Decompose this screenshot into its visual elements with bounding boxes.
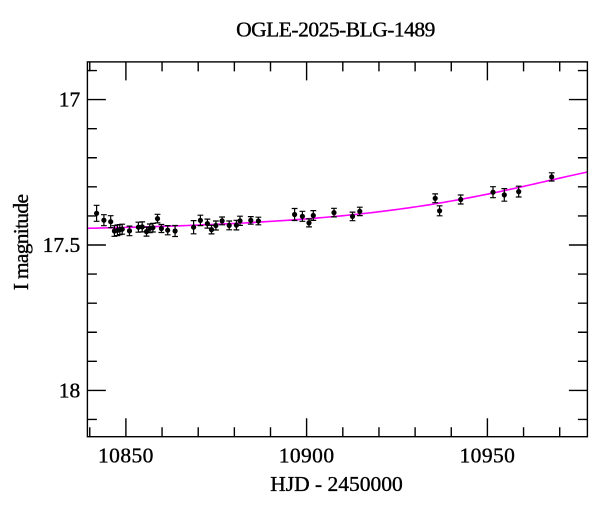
svg-text:OGLE-2025-BLG-1489: OGLE-2025-BLG-1489 <box>236 18 435 42</box>
svg-text:17: 17 <box>59 88 81 112</box>
svg-text:10850: 10850 <box>98 443 154 467</box>
svg-text:I magnitude: I magnitude <box>9 195 33 291</box>
svg-text:10900: 10900 <box>279 443 335 467</box>
svg-text:18: 18 <box>59 378 81 402</box>
svg-text:HJD - 2450000: HJD - 2450000 <box>270 472 403 496</box>
svg-text:10950: 10950 <box>460 443 516 467</box>
svg-text:17.5: 17.5 <box>43 233 81 257</box>
